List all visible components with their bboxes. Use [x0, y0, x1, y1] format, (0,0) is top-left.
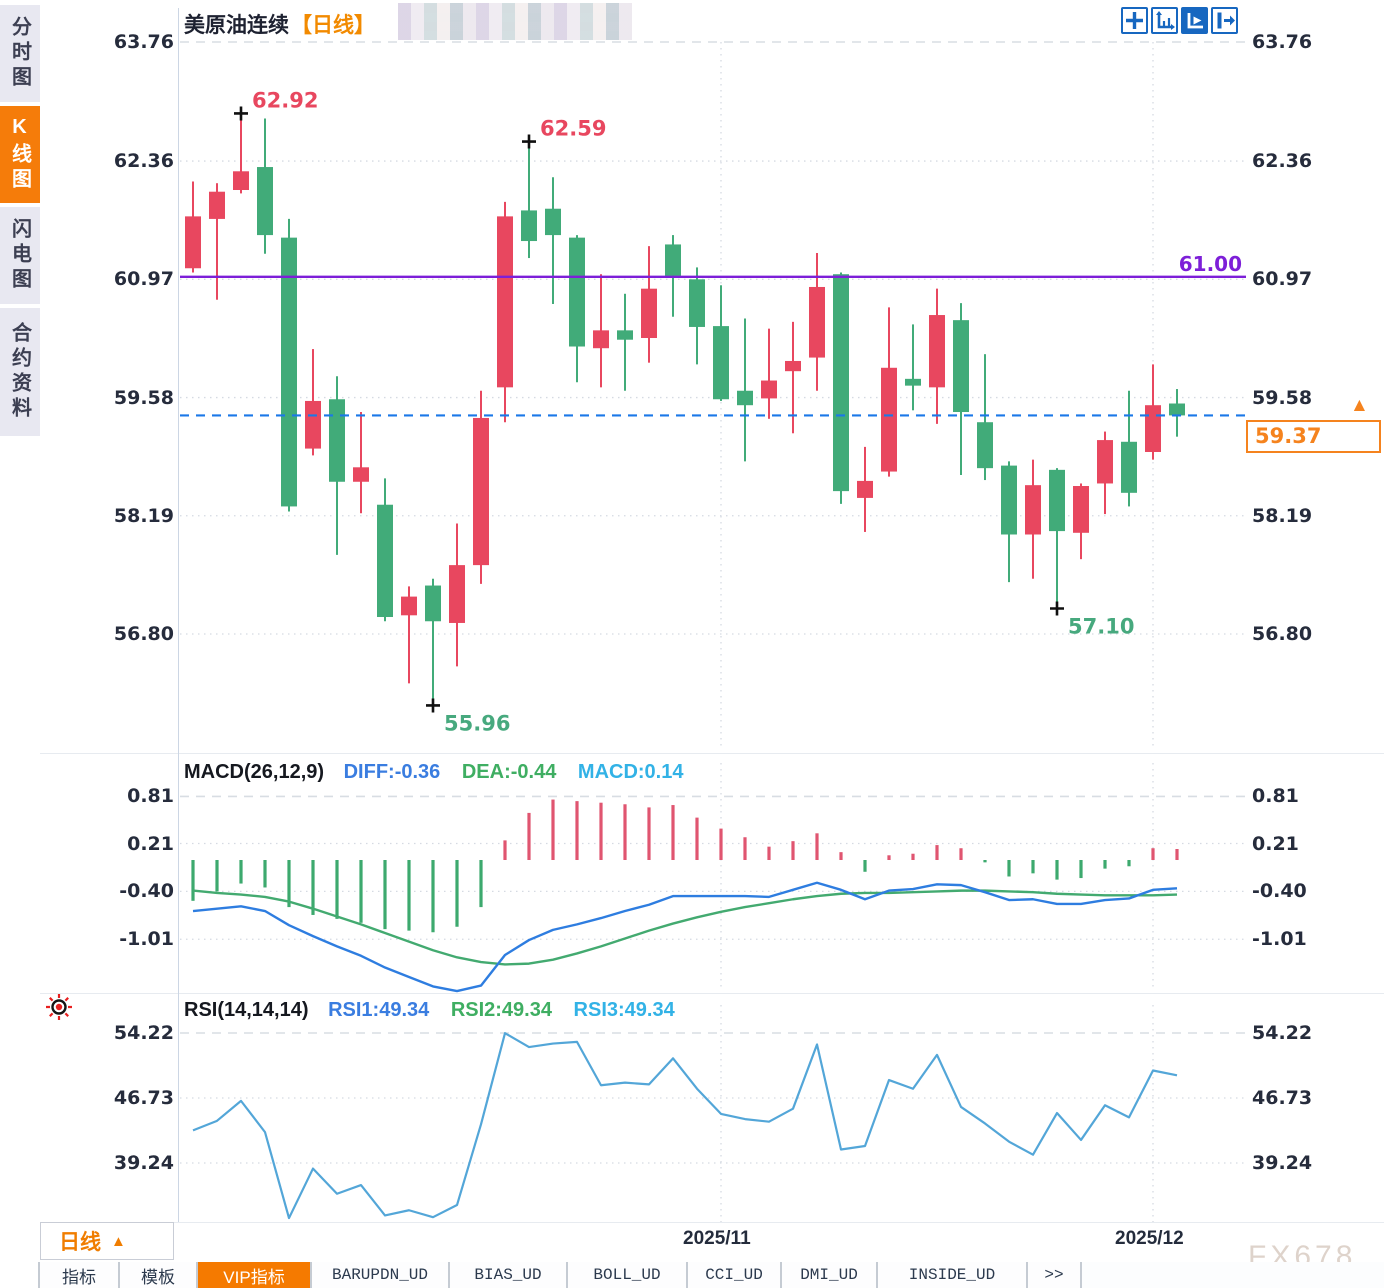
y-axis-label: 54.22	[113, 1022, 174, 1044]
rsi-chart[interactable]	[40, 995, 1384, 1262]
sidebar-item-time-chart[interactable]: 分时图	[0, 5, 40, 102]
shift-right-icon[interactable]	[1211, 7, 1238, 34]
y-axis-label: 39.24	[1252, 1152, 1313, 1175]
candlestick-chart[interactable]: 62.92 62.59 55.96 57.10	[40, 30, 1384, 755]
y-axis-label: 63.76	[1252, 31, 1313, 53]
panel-divider	[40, 753, 1384, 754]
symbol-name: 美原油连续	[184, 14, 289, 37]
rsi2-value: RSI2:49.34	[450, 999, 552, 1021]
macd-dea-value: DEA:-0.44	[461, 761, 557, 783]
svg-text:55.96: 55.96	[444, 711, 510, 735]
macd-macd-value: MACD:0.14	[577, 761, 684, 783]
chart-title: 美原油连续【日线】	[184, 9, 375, 39]
tab-inside[interactable]: INSIDE_UD	[878, 1262, 1028, 1288]
chart-toolbar	[1121, 7, 1238, 34]
tab-templates[interactable]: 模板	[120, 1262, 198, 1288]
auto-scale-icon[interactable]	[1181, 7, 1208, 34]
macd-chart[interactable]	[40, 755, 1384, 995]
indicator-settings-sun-icon[interactable]	[44, 992, 74, 1022]
macd-title: MACD(26,12,9)	[184, 761, 325, 783]
tab-bias[interactable]: BIAS_UD	[450, 1262, 568, 1288]
y-axis-label: 59.58	[1252, 386, 1313, 409]
period-selector-label: 日线	[59, 1231, 101, 1254]
y-axis-label: 54.22	[1252, 1022, 1313, 1044]
svg-text:62.59: 62.59	[540, 117, 606, 141]
current-price-tag: 59.37	[1246, 420, 1381, 453]
sidebar-item-contract-info[interactable]: 合约资料	[0, 308, 40, 436]
y-axis-label: -1.01	[119, 928, 174, 951]
y-axis-label: 56.80	[1252, 623, 1313, 646]
tab-barupdn[interactable]: BARUPDN_UD	[312, 1262, 450, 1288]
current-price-value: 59.37	[1255, 424, 1322, 448]
y-axis-label: 46.73	[1252, 1087, 1313, 1109]
axis-zoom-icon[interactable]	[1151, 7, 1178, 34]
y-axis-label: 39.24	[113, 1152, 174, 1175]
y-axis-label: 0.21	[127, 832, 174, 855]
indicator-tabbar: 指标 模板 VIP指标 BARUPDN_UD BIAS_UD BOLL_UD CCI_UD D…	[0, 1262, 1384, 1288]
x-axis-month-label: 2025/12	[1115, 1228, 1184, 1249]
tabbar-empty-area	[1082, 1262, 1384, 1288]
rsi-header: RSI(14,14,14) RSI1:49.34 RSI2:49.34 RSI3…	[184, 999, 675, 1022]
purple-line-price-label: 61.00	[1178, 252, 1242, 276]
y-axis-label: 0.81	[127, 785, 174, 808]
y-axis-label: 56.80	[113, 623, 174, 646]
y-axis-label: -0.40	[119, 880, 174, 903]
panel-divider	[40, 1222, 1384, 1223]
y-axis-label: 58.19	[113, 504, 174, 527]
period-selector-arrow-icon: ▲	[111, 1232, 126, 1250]
sidebar-item-kline-chart[interactable]: K线图	[0, 106, 40, 203]
crosshair-move-icon[interactable]	[1121, 7, 1148, 34]
tab-dmi[interactable]: DMI_UD	[782, 1262, 878, 1288]
period-selector-button[interactable]: 日线 ▲	[40, 1222, 174, 1260]
svg-text:62.92: 62.92	[252, 88, 318, 112]
y-axis-label: 0.81	[1252, 785, 1299, 808]
y-axis-label: -1.01	[1252, 928, 1307, 951]
tab-more[interactable]: >>	[1028, 1262, 1082, 1288]
axis-border	[178, 8, 179, 1222]
y-axis-label: 62.36	[113, 150, 174, 173]
rsi1-value: RSI1:49.34	[328, 999, 430, 1021]
tabbar-corner	[0, 1262, 40, 1288]
y-axis-label: 58.19	[1252, 504, 1313, 527]
y-axis-label: -0.40	[1252, 880, 1307, 903]
rsi3-value: RSI3:49.34	[573, 999, 675, 1021]
tab-boll[interactable]: BOLL_UD	[568, 1262, 688, 1288]
tab-vip-indicators[interactable]: VIP指标	[198, 1262, 312, 1288]
tab-indicators[interactable]: 指标	[40, 1262, 120, 1288]
y-axis-label: 46.73	[113, 1087, 174, 1109]
y-axis-label: 60.97	[113, 268, 174, 291]
censored-quote-region	[398, 3, 632, 40]
tab-cci[interactable]: CCI_UD	[688, 1262, 782, 1288]
sidebar-item-flash-chart[interactable]: 闪电图	[0, 207, 40, 304]
rsi-title: RSI(14,14,14)	[184, 999, 309, 1021]
period-tag: 【日线】	[291, 14, 375, 37]
sidebar: 分时图 K线图 闪电图 合约资料	[0, 0, 40, 1288]
price-up-arrow-icon: ▲	[1350, 395, 1369, 416]
y-axis-label: 62.36	[1252, 150, 1313, 173]
macd-header: MACD(26,12,9) DIFF:-0.36 DEA:-0.44 MACD:…	[184, 761, 683, 784]
panel-divider	[40, 993, 1384, 994]
y-axis-label: 60.97	[1252, 268, 1313, 291]
y-axis-label: 59.58	[113, 386, 174, 409]
x-axis-month-label: 2025/11	[683, 1228, 751, 1249]
macd-diff-value: DIFF:-0.36	[343, 761, 441, 783]
svg-text:57.10: 57.10	[1068, 614, 1134, 638]
y-axis-label: 63.76	[113, 31, 174, 53]
y-axis-label: 0.21	[1252, 832, 1299, 855]
